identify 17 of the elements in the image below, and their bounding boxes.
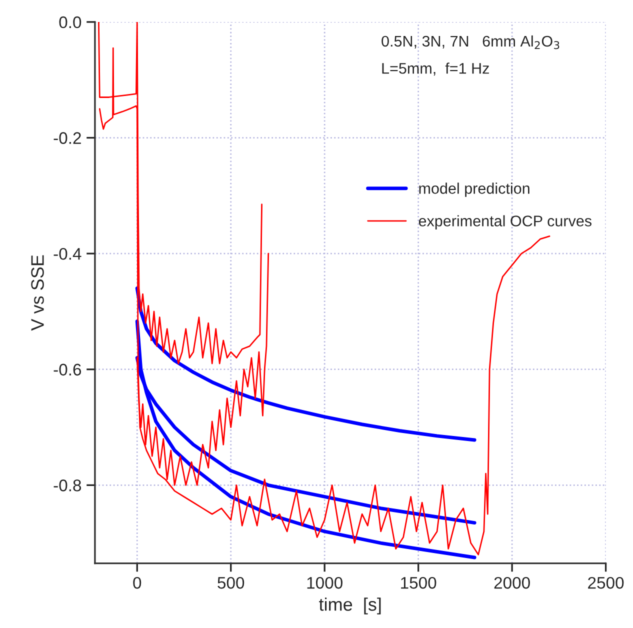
y-tick-label: -0.2: [54, 132, 81, 144]
annotation: 0.5N, 3N, 7N 6mm Al$_{2}$O$_{3}$: [382, 35, 560, 50]
y-tick-label: 0.0: [59, 16, 82, 28]
x-tick-label: 500: [218, 576, 244, 589]
x-tick-label: 1500: [401, 576, 436, 589]
annotation: L=5mm, f=1 Hz: [382, 62, 489, 76]
x-tick-label: 1000: [307, 576, 342, 589]
legend-label: model prediction: [419, 182, 530, 197]
legend-label: experimental OCP curves: [418, 215, 592, 230]
x-axis-title: time [s]: [319, 598, 381, 614]
x-tick-label: 2000: [494, 576, 530, 589]
x-tick-label: 0: [133, 576, 142, 589]
x-tick-label: 2500: [588, 576, 624, 589]
y-axis-title: V vs SSE: [31, 255, 44, 331]
y-tick-label: -0.8: [54, 480, 82, 492]
y-tick-label: -0.4: [54, 248, 82, 260]
y-tick-label: -0.6: [54, 364, 82, 376]
